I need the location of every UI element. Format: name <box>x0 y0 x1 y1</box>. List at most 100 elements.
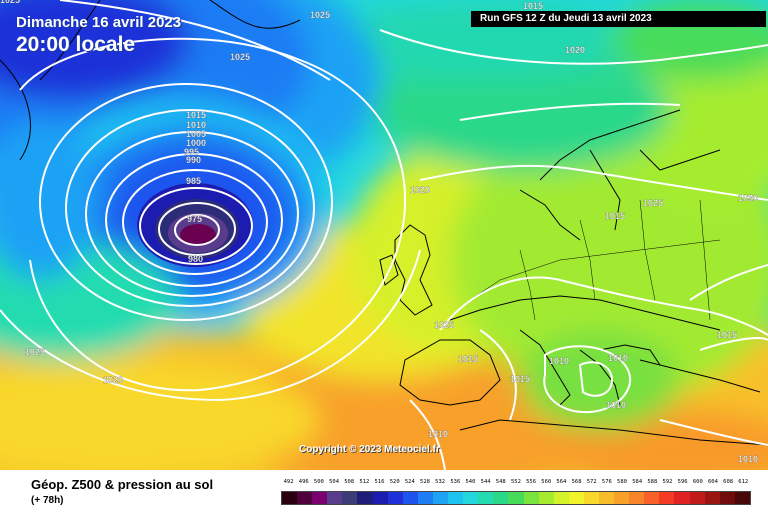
isobar-label: 1010 <box>608 353 628 363</box>
isobar-label: 1030 <box>738 193 758 203</box>
legend-swatch <box>448 492 464 504</box>
legend-label: 500 <box>313 479 324 485</box>
isobar-label: 1000 <box>186 138 206 148</box>
legend-label: 528 <box>420 479 430 485</box>
legend-swatch <box>689 492 705 504</box>
legend-label: 548 <box>495 479 506 485</box>
isobar-label: 985 <box>186 176 201 186</box>
model-run-label: Run GFS 12 Z du Jeudi 13 avril 2023 <box>471 11 766 27</box>
legend-swatch <box>614 492 630 504</box>
isobar-label: 1015 <box>605 211 625 221</box>
isobars <box>0 0 768 470</box>
legend-swatch <box>493 492 509 504</box>
legend-swatch <box>282 492 298 504</box>
legend-swatch <box>342 492 358 504</box>
legend-swatch <box>402 492 418 504</box>
legend-swatch <box>719 492 735 504</box>
legend-label: 572 <box>586 479 597 485</box>
legend-swatch <box>674 492 690 504</box>
legend-label: 504 <box>329 479 340 485</box>
legend-label: 600 <box>692 479 703 485</box>
legend-swatch <box>327 492 343 504</box>
legend-label: 492 <box>283 479 294 485</box>
legend-swatch <box>629 492 645 504</box>
legend-label: 544 <box>480 479 491 485</box>
isobar-label: 1025 <box>643 198 663 208</box>
isobar-label: 1025 <box>25 347 45 357</box>
legend-label: 576 <box>601 479 612 485</box>
isobar-labels: 1025 1025 1025 1020 1015 1010 1005 1000 … <box>0 0 758 464</box>
legend-labels: 492 496 500 504 508 512 516 520 524 528 532 536 540 5… <box>281 479 751 489</box>
lead-time: (+ 78h) <box>31 495 64 506</box>
legend-label: 564 <box>556 479 567 485</box>
legend-swatch <box>659 492 675 504</box>
legend-label: 604 <box>707 479 718 485</box>
legend-swatch <box>463 492 479 504</box>
legend-label: 496 <box>298 479 309 485</box>
legend-swatch <box>417 492 433 504</box>
isobar-label: 980 <box>188 254 203 264</box>
isobar-label: 1010 <box>606 400 626 410</box>
legend-swatch <box>523 492 539 504</box>
legend-swatch <box>598 492 615 504</box>
legend-swatch <box>568 492 584 504</box>
legend-swatch <box>734 492 750 504</box>
isobar-label: 1015 <box>186 110 206 120</box>
legend-label: 560 <box>541 479 552 485</box>
legend-label: 568 <box>571 479 582 485</box>
isobar-label: 1010 <box>186 120 206 130</box>
isobar-label: 1010 <box>549 356 569 366</box>
isobar-label: 1020 <box>565 45 585 55</box>
forecast-time: 20:00 locale <box>16 33 136 56</box>
legend-label: 584 <box>632 479 643 485</box>
legend-footer: Géop. Z500 & pression au sol (+ 78h) 492… <box>0 470 768 512</box>
isobar-label: 1025 <box>0 0 20 5</box>
isobar-label: 1020 <box>103 375 123 385</box>
legend-label: 612 <box>738 479 749 485</box>
coastlines <box>0 0 768 446</box>
legend-label: 608 <box>723 479 734 485</box>
geopotential-field <box>0 0 768 470</box>
legend-swatch <box>583 492 599 504</box>
legend-label: 592 <box>662 479 673 485</box>
legend-swatch <box>508 492 524 504</box>
isobar-label: 1025 <box>230 52 250 62</box>
legend-swatch <box>553 492 569 504</box>
legend-label: 596 <box>677 479 688 485</box>
product-title: Géop. Z500 & pression au sol <box>31 477 214 492</box>
legend-swatch <box>372 492 388 504</box>
isobar-label: 1015 <box>523 1 543 11</box>
legend-label: 512 <box>359 479 370 485</box>
legend-label: 508 <box>344 479 355 485</box>
legend-label: 540 <box>465 479 476 485</box>
map-canvas: 1025 1025 1025 1020 1015 1010 1005 1000 … <box>0 0 768 470</box>
legend-swatch <box>387 492 403 504</box>
isobar-label: 1005 <box>186 129 206 139</box>
weather-map: 1025 1025 1025 1020 1015 1010 1005 1000 … <box>0 0 768 470</box>
borders <box>469 199 721 321</box>
legend-label: 588 <box>647 479 658 485</box>
legend-label: 520 <box>389 479 400 485</box>
isobar-label: 990 <box>186 155 201 165</box>
legend-label: 516 <box>374 479 385 485</box>
legend-swatch <box>312 492 328 504</box>
legend-label: 580 <box>617 479 627 485</box>
isobar-label: 975 <box>187 214 202 224</box>
isobar-label: 995 <box>184 147 199 157</box>
isobar-label: 1025 <box>434 320 454 330</box>
legend-label: 556 <box>526 479 537 485</box>
isobar-label: 1025 <box>310 10 330 20</box>
legend-label: 532 <box>435 479 446 485</box>
isobar-label: 1020 <box>410 185 430 195</box>
legend-swatch <box>478 492 494 504</box>
isobar-label: 1015 <box>510 374 530 384</box>
isobar-label: 1010 <box>738 454 758 464</box>
forecast-date: Dimanche 16 avril 2023 <box>16 14 182 31</box>
legend-swatch <box>432 492 449 504</box>
legend-swatch <box>297 492 313 504</box>
legend-label: 552 <box>510 479 521 485</box>
isobar-label: 1015 <box>717 330 737 340</box>
legend-swatch <box>704 492 720 504</box>
legend-swatch <box>644 492 660 504</box>
legend-label: 536 <box>450 479 461 485</box>
